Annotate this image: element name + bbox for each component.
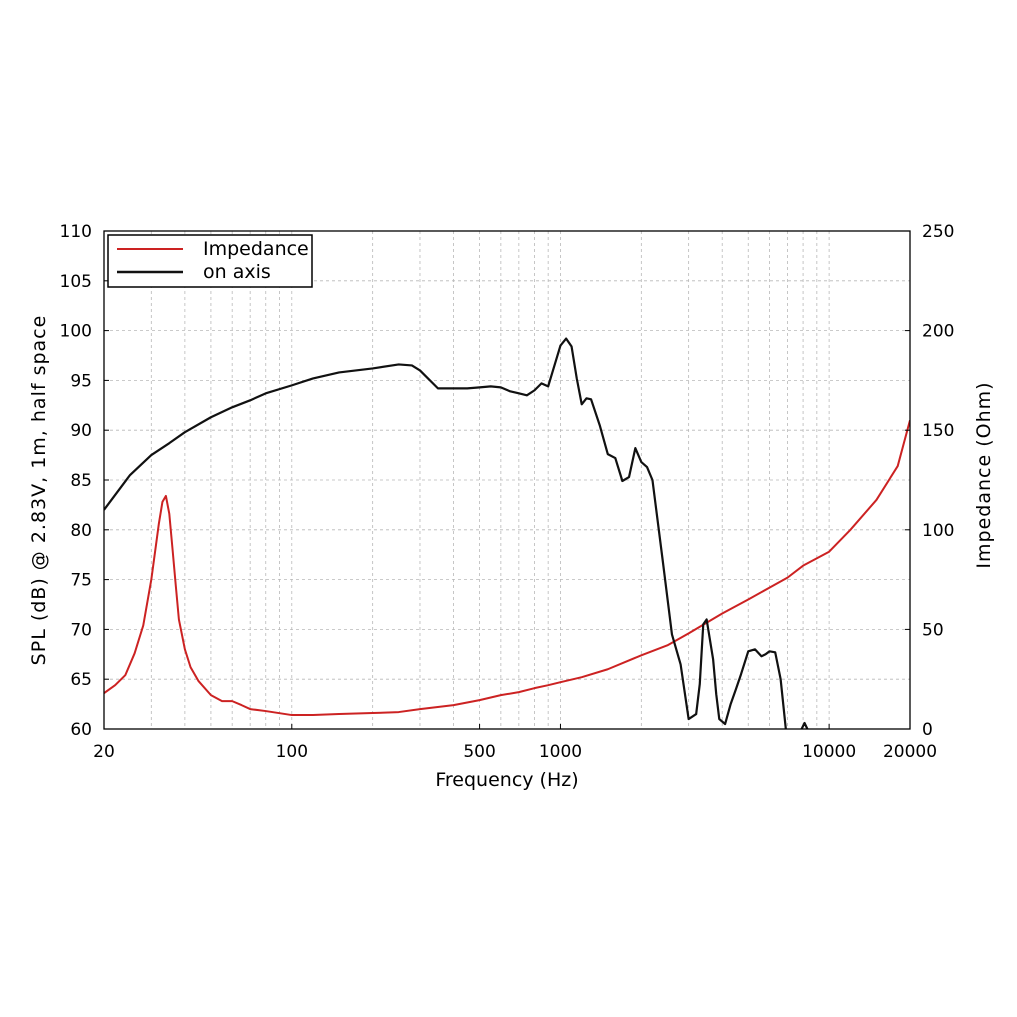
y-left-tick-label: 90 [70,421,92,441]
x-tick-label: 20000 [883,742,937,762]
legend-box [107,234,313,288]
y-left-tick-label: 110 [60,222,92,242]
ticks: 20 100 500 1000 10000 20000606570758085909510… [60,222,955,762]
y-left-tick-label: 100 [60,322,92,342]
x-tick-label: 10000 [802,742,856,762]
y-axis-right-label: Impedance (Ohm) [973,381,995,568]
y-right-tick-label: 250 [922,222,954,242]
legend-label-on-axis: on axis [203,261,271,283]
y-right-tick-label: 200 [922,322,954,342]
y-left-tick-label: 70 [70,620,92,640]
y-left-tick-label: 65 [70,670,92,690]
y-right-tick-label: 100 [922,521,954,541]
legend: Impedance on axis [107,234,313,288]
y-left-tick-label: 75 [70,571,92,591]
y-right-tick-label: 50 [922,620,944,640]
y-left-tick-label: 80 [70,521,92,541]
x-tick-label: 1000 [539,742,582,762]
x-tick-label: 100 [276,742,308,762]
y-right-tick-label: 0 [922,720,933,740]
series-layer [104,337,910,729]
series-line-impedance [104,419,910,717]
y-right-tick-label: 150 [922,421,954,441]
y-left-tick-label: 105 [60,272,92,292]
y-left-tick-label: 95 [70,371,92,391]
grid [104,231,910,729]
y-left-tick-label: 85 [70,471,92,491]
y-left-tick-label: 60 [70,720,92,740]
x-axis-label: Frequency (Hz) [435,769,578,791]
legend-label-impedance: Impedance [203,238,309,260]
x-tick-label: 500 [463,742,495,762]
x-tick-label: 20 [93,742,115,762]
series-line-on-axis [104,337,810,729]
y-axis-left-label: SPL (dB) @ 2.83V, 1m, half space [28,315,50,666]
